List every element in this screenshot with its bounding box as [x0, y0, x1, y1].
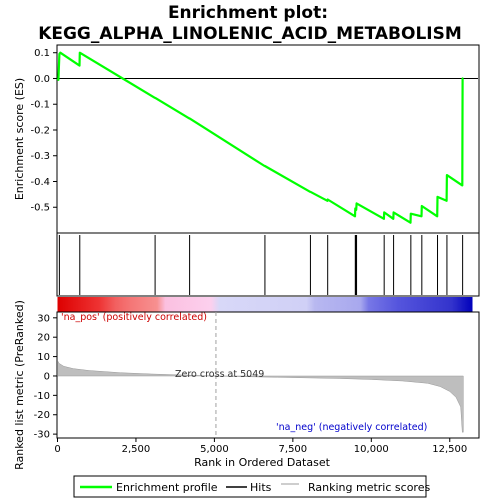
es-panel-frame: [57, 45, 479, 233]
legend-label-enrichment: Enrichment profile: [116, 481, 218, 494]
metric-y-tick-label: -20: [34, 410, 50, 421]
metric-y-axis-label: Ranked list metric (PreRanked): [13, 300, 26, 470]
legend-label-metric: Ranking metric scores: [308, 481, 430, 494]
x-tick-label: 7,500: [279, 444, 308, 455]
negative-label: 'na_neg' (negatively correlated): [276, 422, 427, 433]
x-axis-ticks: 0 2,500 5,000 7,500 10,000 12,500: [54, 438, 467, 455]
legend-label-hits: Hits: [250, 481, 272, 494]
chart-title-line2: KEGG_ALPHA_LINOLENIC_ACID_METABOLISM: [38, 24, 462, 44]
es-y-tick-label: -0.5: [30, 203, 50, 214]
metric-y-tick-label: 10: [37, 352, 50, 363]
zero-cross-label: Zero cross at 5049: [175, 369, 264, 380]
es-y-ticks: 0.1 0.0 -0.1 -0.2 -0.3 -0.4 -0.5: [30, 48, 57, 214]
es-y-tick-label: -0.3: [30, 151, 50, 162]
es-y-tick-label: -0.1: [30, 100, 50, 111]
legend: Enrichment profile Hits Ranking metric s…: [74, 476, 430, 497]
metric-y-tick-label: 0: [44, 371, 50, 382]
x-axis-label: Rank in Ordered Dataset: [194, 456, 331, 469]
metric-y-tick-label: -10: [34, 391, 50, 402]
es-panel: 0.1 0.0 -0.1 -0.2 -0.3 -0.4 -0.5 Enrichment sc…: [13, 45, 479, 233]
metric-panel: 30 20 10 0 -10 -20 -30 'na_pos' (positively co…: [13, 300, 479, 470]
metric-y-ticks: 30 20 10 0 -10 -20 -30: [34, 313, 57, 440]
es-y-tick-label: -0.2: [30, 125, 50, 136]
chart-title-line1: Enrichment plot:: [168, 3, 328, 23]
metric-y-tick-label: -30: [34, 430, 50, 441]
es-y-tick-label: 0.0: [34, 74, 50, 85]
x-tick-label: 5,000: [200, 444, 229, 455]
metric-y-tick-label: 20: [37, 333, 50, 344]
hits-panel: [57, 233, 479, 296]
hits-panel-frame: [57, 233, 479, 296]
es-y-tick-label: -0.4: [30, 177, 50, 188]
x-tick-label: 0: [54, 444, 60, 455]
positive-label: 'na_pos' (positively correlated): [61, 312, 207, 323]
x-tick-label: 12,500: [432, 444, 467, 455]
x-tick-label: 10,000: [354, 444, 389, 455]
metric-y-tick-label: 30: [37, 313, 50, 324]
rank-color-bar: [58, 297, 473, 312]
es-y-axis-label: Enrichment score (ES): [13, 78, 26, 200]
x-tick-label: 2,500: [122, 444, 151, 455]
es-y-tick-label: 0.1: [34, 48, 50, 59]
